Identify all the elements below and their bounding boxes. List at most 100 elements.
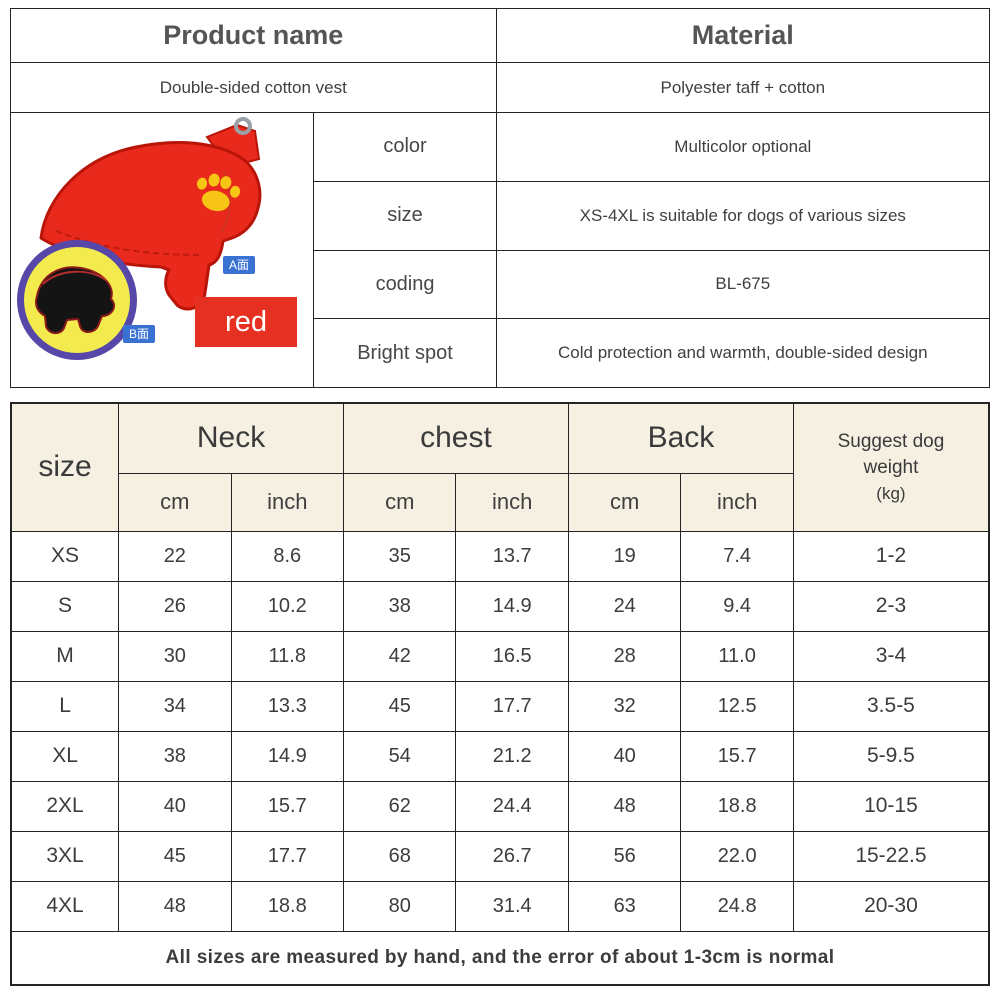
cell-back-inch: 15.7 <box>680 730 794 782</box>
cell-neck-cm: 34 <box>118 680 232 732</box>
cell-weight: 20-30 <box>792 880 990 932</box>
d-ring-icon <box>234 117 252 135</box>
cell-back-inch: 18.8 <box>680 780 794 832</box>
cell-weight: 2-3 <box>792 580 990 632</box>
cell-neck-inch: 13.3 <box>230 680 345 732</box>
back-inch-header: inch <box>680 472 794 532</box>
spec-label-size: size <box>313 180 497 251</box>
cell-weight: 3.5-5 <box>792 680 990 732</box>
cell-chest-inch: 14.9 <box>455 580 569 632</box>
cell-neck-inch: 17.7 <box>230 830 345 882</box>
cell-chest-cm: 38 <box>343 580 457 632</box>
cell-weight: 1-2 <box>792 530 990 582</box>
cell-back-cm: 32 <box>567 680 682 732</box>
cell-size-label: XL <box>10 730 120 782</box>
size-chart-footnote-row: All sizes are measured by hand, and the … <box>10 930 990 986</box>
material-value: Polyester taff + cotton <box>495 62 991 113</box>
cell-neck-cm: 22 <box>118 530 232 582</box>
cell-size-label: L <box>10 680 120 732</box>
size-table-row: XL 38 14.9 54 21.2 40 15.7 5-9.5 <box>10 730 990 782</box>
cell-back-cm: 19 <box>567 530 682 582</box>
chest-group-header: chest <box>343 402 569 474</box>
cell-chest-cm: 42 <box>343 630 457 682</box>
cell-chest-inch: 24.4 <box>455 780 569 832</box>
cell-weight: 3-4 <box>792 630 990 682</box>
cell-weight: 10-15 <box>792 780 990 832</box>
neck-group-header: Neck <box>118 402 345 474</box>
cell-neck-cm: 26 <box>118 580 232 632</box>
spec-label-color: color <box>313 112 497 182</box>
cell-back-cm: 56 <box>567 830 682 882</box>
product-info-table: Product name Material Double-sided cotto… <box>9 8 991 388</box>
vest-stitch-line <box>55 230 202 256</box>
cell-back-inch: 24.8 <box>680 880 794 932</box>
cell-size-label: 4XL <box>10 880 120 932</box>
spec-label-coding: coding <box>313 249 497 320</box>
cell-neck-cm: 45 <box>118 830 232 882</box>
info-header-row: Product name Material <box>10 8 991 63</box>
color-swatch-red: red <box>195 297 297 347</box>
weight-column-header: Suggest dog weight (kg) <box>792 402 990 532</box>
cell-neck-cm: 38 <box>118 730 232 782</box>
weight-header-text: Suggest dog weight <box>837 430 945 479</box>
spec-row-size: size XS-4XL is suitable for dogs of vari… <box>11 180 991 251</box>
reverse-side-inset <box>17 240 137 360</box>
product-name-value: Double-sided cotton vest <box>10 62 497 113</box>
cell-weight: 15-22.5 <box>792 830 990 882</box>
cell-neck-inch: 18.8 <box>230 880 345 932</box>
cell-back-inch: 9.4 <box>680 580 794 632</box>
cell-back-inch: 7.4 <box>680 530 794 582</box>
size-chart-group-header-row: size Neck chest Back Suggest dog weight … <box>10 402 990 532</box>
side-a-tag: A面 <box>223 256 256 274</box>
cell-neck-cm: 30 <box>118 630 232 682</box>
size-table-row: S 26 10.2 38 14.9 24 9.4 2-3 <box>10 580 990 632</box>
cell-chest-inch: 21.2 <box>455 730 569 782</box>
dog-vest-illustration <box>17 117 262 360</box>
spec-value-coding: BL-675 <box>495 249 991 320</box>
size-table-row: M 30 11.8 42 16.5 28 11.0 3-4 <box>10 630 990 682</box>
info-value-row: Double-sided cotton vest Polyester taff … <box>10 62 991 113</box>
spec-row-color: A面 B面 red color Multicolor optional <box>9 112 991 388</box>
cell-back-inch: 12.5 <box>680 680 794 732</box>
cell-neck-inch: 14.9 <box>230 730 345 782</box>
size-chart-unit-header-row: cm inch cm inch cm inch <box>11 472 989 532</box>
cell-back-cm: 48 <box>567 780 682 832</box>
cell-back-inch: 11.0 <box>680 630 794 682</box>
cell-back-inch: 22.0 <box>680 830 794 882</box>
cell-chest-cm: 45 <box>343 680 457 732</box>
cell-size-label: XS <box>10 530 120 582</box>
cell-chest-cm: 62 <box>343 780 457 832</box>
cell-neck-inch: 8.6 <box>230 530 345 582</box>
size-table-row: 4XL 48 18.8 80 31.4 63 24.8 20-30 <box>10 880 990 932</box>
chest-inch-header: inch <box>455 472 569 532</box>
cell-neck-inch: 15.7 <box>230 780 345 832</box>
cell-chest-cm: 35 <box>343 530 457 582</box>
cell-weight: 5-9.5 <box>792 730 990 782</box>
neck-inch-header: inch <box>230 472 345 532</box>
chest-cm-header: cm <box>343 472 457 532</box>
cell-size-label: M <box>10 630 120 682</box>
spec-value-color: Multicolor optional <box>495 112 991 182</box>
cell-chest-inch: 26.7 <box>455 830 569 882</box>
cell-size-label: S <box>10 580 120 632</box>
cell-size-label: 2XL <box>10 780 120 832</box>
spec-value-size: XS-4XL is suitable for dogs of various s… <box>495 180 991 251</box>
cell-back-cm: 28 <box>567 630 682 682</box>
cell-neck-cm: 48 <box>118 880 232 932</box>
product-image: A面 B面 red <box>9 112 315 388</box>
material-header: Material <box>495 8 991 63</box>
spec-row-bright-spot: Bright spot Cold protection and warmth, … <box>11 318 991 388</box>
size-table-row: XS 22 8.6 35 13.7 19 7.4 1-2 <box>10 530 990 582</box>
size-table-body: XS 22 8.6 35 13.7 19 7.4 1-2 S 26 10.2 38 14.9 24 9.4 2… <box>10 530 990 932</box>
product-name-header: Product name <box>10 8 497 63</box>
cell-back-cm: 24 <box>567 580 682 632</box>
cell-chest-inch: 13.7 <box>455 530 569 582</box>
back-group-header: Back <box>567 402 794 474</box>
cell-back-cm: 40 <box>567 730 682 782</box>
cell-neck-cm: 40 <box>118 780 232 832</box>
weight-unit-text: (kg) <box>876 483 906 503</box>
paw-print-icon <box>196 173 241 212</box>
neck-cm-header: cm <box>118 472 232 532</box>
cell-chest-inch: 31.4 <box>455 880 569 932</box>
